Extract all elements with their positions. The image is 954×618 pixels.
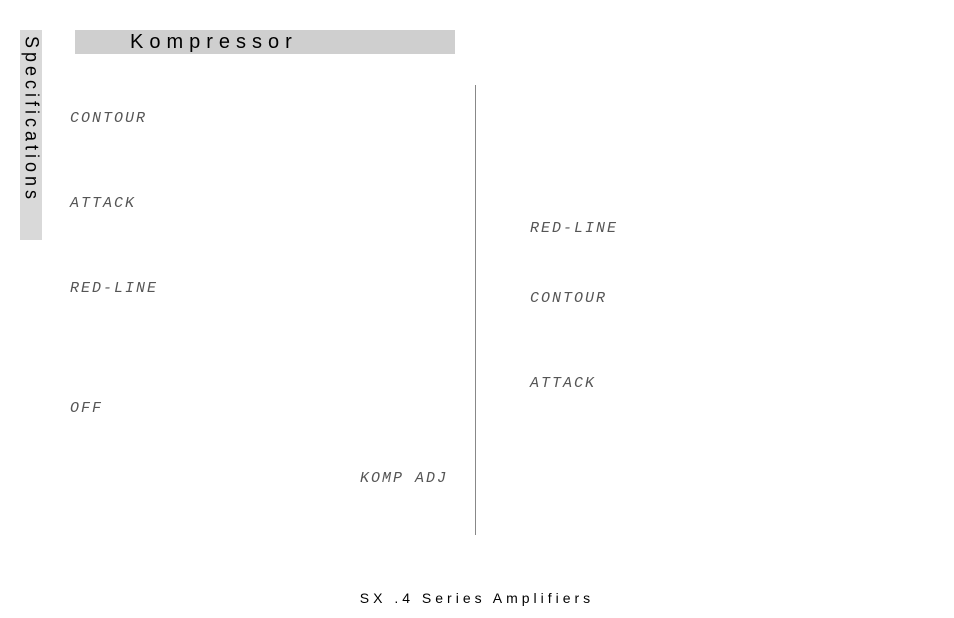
spec-term: CONTOUR [530, 290, 607, 307]
spec-term: ATTACK [530, 375, 596, 392]
spec-term: RED-LINE [70, 280, 158, 297]
spec-term: RED-LINE [530, 220, 618, 237]
sidebar-label: Specifications [20, 30, 42, 240]
spec-term: ATTACK [70, 195, 136, 212]
spec-term: OFF [70, 400, 103, 417]
spec-term: KOMP ADJ [360, 470, 448, 487]
column-divider [475, 85, 476, 535]
title-bar: Kompressor [75, 30, 455, 54]
sidebar-label-text: Specifications [19, 30, 42, 203]
content-area: CONTOUR ATTACK RED-LINE OFF KOMP ADJ RED-LIN… [70, 85, 900, 535]
page-title: Kompressor [130, 31, 298, 54]
spec-term: CONTOUR [70, 110, 147, 127]
footer-text: SX .4 Series Amplifiers [0, 590, 954, 606]
